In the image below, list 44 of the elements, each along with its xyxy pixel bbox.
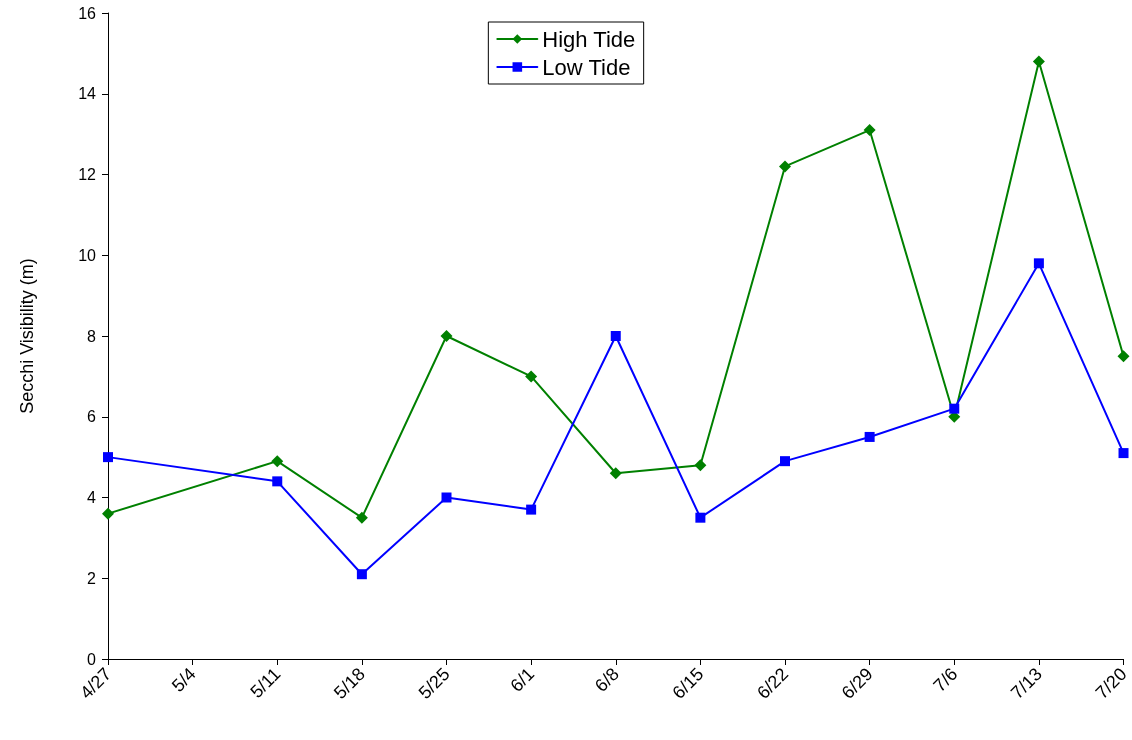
y-tick-label: 10 — [78, 246, 97, 264]
point — [271, 455, 284, 468]
point — [609, 467, 622, 480]
point — [1033, 258, 1044, 269]
x-tick-label: 5/11 — [246, 663, 285, 702]
x-tick-label: 5/4 — [167, 663, 200, 696]
point — [1117, 350, 1130, 363]
point — [440, 330, 453, 342]
x-tick-label: 7/13 — [1007, 663, 1046, 703]
point — [695, 512, 706, 523]
y-tick-label: 12 — [78, 166, 97, 183]
point — [272, 476, 283, 487]
point — [441, 492, 452, 503]
point — [355, 511, 368, 524]
x-tick-label: 7/20 — [1091, 663, 1131, 703]
legend-label: High Tide — [542, 26, 636, 52]
legend-label: Low Tide — [542, 54, 631, 80]
y-tick-label: 2 — [87, 569, 97, 587]
y-tick-label: 0 — [87, 650, 97, 668]
x-tick-label: 6/8 — [591, 663, 623, 696]
point — [949, 403, 960, 414]
y-tick-label: 8 — [87, 327, 97, 345]
x-tick-label: 7/6 — [929, 663, 962, 696]
point — [1032, 55, 1045, 68]
point — [103, 452, 113, 463]
point — [526, 504, 537, 515]
point — [1118, 448, 1129, 459]
y-axis-title: Secchi Visibility (m) — [17, 258, 37, 414]
point — [780, 456, 791, 467]
point — [356, 569, 367, 580]
point — [525, 370, 538, 383]
point — [610, 331, 621, 341]
point — [694, 459, 707, 472]
point — [863, 124, 876, 137]
y-tick-label: 6 — [87, 408, 97, 426]
point — [864, 431, 875, 442]
x-tick-label: 6/1 — [506, 663, 539, 696]
x-tick-label: 6/22 — [753, 663, 793, 703]
y-tick-label: 16 — [78, 4, 97, 22]
point — [102, 507, 114, 520]
y-tick-label: 14 — [78, 85, 97, 103]
x-tick-label: 6/29 — [837, 663, 877, 703]
y-tick-label: 4 — [87, 489, 97, 506]
point — [779, 160, 792, 173]
